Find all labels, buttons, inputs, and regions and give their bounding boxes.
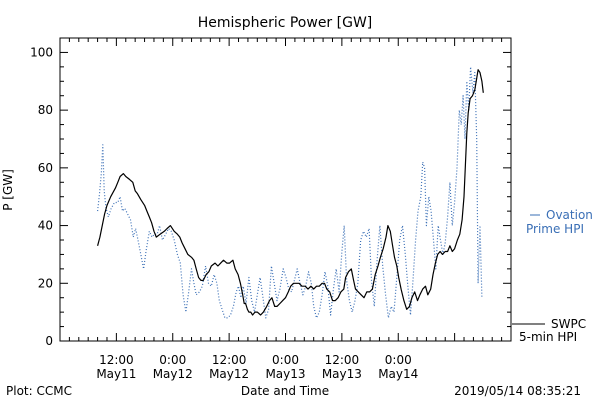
y-tick-label: 60 xyxy=(38,161,53,175)
x-tick-time-label: 12:00 xyxy=(212,353,247,367)
x-tick-date-label: May12 xyxy=(209,367,249,381)
x-tick-date-label: May12 xyxy=(153,367,193,381)
series-ovation-prime xyxy=(97,66,483,319)
y-tick-label: 100 xyxy=(30,45,53,59)
swpc-line xyxy=(97,69,484,316)
plot-axes xyxy=(59,37,512,342)
y-tick-label: 0 xyxy=(45,334,53,348)
legend: Ovation Prime HPI SWPC 5-min HPI xyxy=(512,208,593,344)
y-tick-label: 80 xyxy=(38,103,53,117)
y-tick-label: 40 xyxy=(38,219,53,233)
x-axis-label: Date and Time xyxy=(241,384,329,398)
y-axis-ticks: 0 20 40 60 80 100 xyxy=(30,45,511,348)
x-tick-date-label: May14 xyxy=(378,367,418,381)
x-tick-time-label: 12:00 xyxy=(99,353,134,367)
y-axis-label: P [GW] xyxy=(1,169,15,211)
x-tick-time-label: 0:00 xyxy=(272,353,299,367)
x-tick-date-label: May13 xyxy=(322,367,362,381)
plot-timestamp: 2019/05/14 08:35:21 xyxy=(454,384,581,398)
x-tick-date-label: May13 xyxy=(265,367,305,381)
x-tick-time-label: 0:00 xyxy=(159,353,186,367)
x-tick-date-label: May11 xyxy=(96,367,136,381)
plot-frame xyxy=(59,37,512,342)
ovation-prime-line xyxy=(97,66,483,319)
legend-ovation-line1: Ovation xyxy=(546,208,593,222)
x-axis-ticks: 12:00May110:00May1212:00May120:00May1312… xyxy=(59,38,512,381)
legend-swpc-line2: 5-min HPI xyxy=(519,330,577,344)
x-tick-time-label: 12:00 xyxy=(325,353,360,367)
plot-credit: Plot: CCMC xyxy=(6,384,72,398)
legend-swpc-line1: SWPC xyxy=(551,317,586,331)
series-swpc xyxy=(97,69,484,316)
chart-title: Hemispheric Power [GW] xyxy=(198,15,373,31)
y-tick-label: 20 xyxy=(38,276,53,290)
x-tick-time-label: 0:00 xyxy=(385,353,412,367)
legend-ovation-line2: Prime HPI xyxy=(526,222,584,236)
